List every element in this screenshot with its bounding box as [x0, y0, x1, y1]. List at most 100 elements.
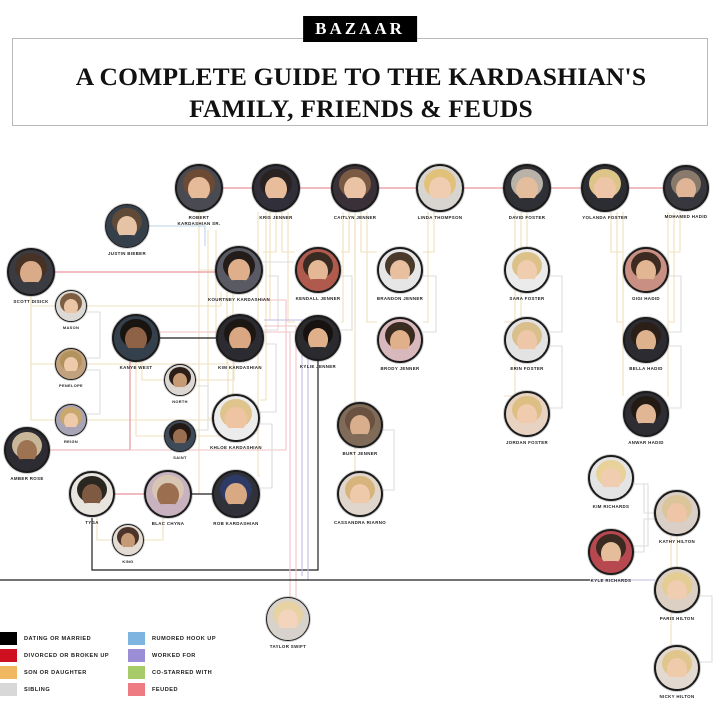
portrait-brody: [377, 317, 423, 363]
portrait-kris: [252, 164, 300, 212]
edge-linda-brody-child: [423, 212, 429, 323]
legend-label: RUMORED HOOK UP: [152, 635, 217, 642]
portrait-face: [349, 483, 371, 507]
person-node-paris[interactable]: PARIS HILTON: [654, 567, 700, 621]
person-node-taylor[interactable]: TAYLOR SWIFT: [266, 597, 310, 649]
portrait-face: [600, 541, 622, 565]
person-node-chyna[interactable]: BLAC CHYNA: [144, 470, 192, 526]
portrait-shoulders: [660, 677, 694, 689]
portrait-nicky: [654, 645, 700, 691]
portrait-face: [344, 177, 366, 202]
person-node-anwar[interactable]: ANWAR HADID: [623, 391, 669, 445]
edge-kim-khloe-sib: [260, 343, 277, 413]
person-label-kyler: KYLE RICHARDS: [590, 578, 632, 583]
person-node-robk[interactable]: ROB KARDASHIAN: [212, 470, 260, 526]
portrait-shoulders: [13, 281, 49, 294]
person-label-kris: KRIS JENNER: [259, 215, 293, 220]
person-node-linda[interactable]: LINDA THOMPSON: [416, 164, 464, 220]
legend-label: FEUDED: [152, 686, 178, 693]
person-node-kathy[interactable]: KATHY HILTON: [654, 490, 700, 544]
portrait-face: [228, 259, 250, 284]
person-node-caitlyn[interactable]: CAITLYN JENNER: [331, 164, 379, 220]
edge-caitlyn-kylie-child: [341, 212, 344, 323]
person-node-king[interactable]: KING: [112, 524, 144, 564]
person-node-kyler[interactable]: KYLE RICHARDS: [588, 529, 634, 583]
person-node-kanye[interactable]: KANYE WEST: [112, 314, 160, 370]
portrait-shoulders: [629, 423, 663, 435]
page-title: A COMPLETE GUIDE TO THE KARDASHIAN'S FAM…: [13, 61, 709, 124]
edge-brandon-brody-sib: [423, 275, 437, 333]
person-node-reign[interactable]: REIGN: [55, 404, 87, 444]
portrait-shoulders: [660, 522, 694, 534]
person-node-gigi[interactable]: GIGI HADID: [623, 247, 669, 301]
person-node-nicky[interactable]: NICKY HILTON: [654, 645, 700, 699]
person-node-kylie[interactable]: KYLIE JENNER: [295, 315, 341, 369]
person-label-kanye: KANYE WEST: [119, 365, 153, 370]
person-node-kim[interactable]: KIM KARDASHIAN: [216, 314, 264, 370]
page-title-line1: A COMPLETE GUIDE TO THE KARDASHIAN'S: [75, 62, 647, 91]
portrait-face: [349, 414, 371, 438]
person-node-mhadid[interactable]: MOHAMED HADID: [663, 165, 709, 219]
portrait-face: [225, 483, 247, 508]
person-node-tyga[interactable]: TYGA: [69, 471, 115, 525]
portrait-kendall: [295, 247, 341, 293]
portrait-shoulders: [510, 423, 544, 435]
portrait-shoulders: [218, 427, 254, 440]
person-node-yfoster[interactable]: YOLANDA FOSTER: [581, 164, 629, 220]
person-node-cassandra[interactable]: CASSANDRA RIARNO: [334, 471, 386, 525]
person-label-kendall: KENDALL JENNER: [295, 296, 341, 301]
person-node-brody[interactable]: BRODY JENNER: [377, 317, 423, 371]
person-node-mason[interactable]: MASON: [55, 290, 87, 330]
person-node-bieber[interactable]: JUSTIN BIEBER: [105, 204, 149, 256]
person-node-robert[interactable]: ROBERT KARDASHIAN SR.: [175, 164, 223, 226]
person-label-north: NORTH: [172, 399, 188, 404]
person-node-scott[interactable]: SCOTT DISICK: [7, 248, 55, 304]
person-node-burt[interactable]: BURT JENNER: [337, 402, 383, 456]
portrait-face: [265, 177, 287, 202]
person-node-bella[interactable]: BELLA HADID: [623, 317, 669, 371]
person-node-erin[interactable]: ERIN FOSTER: [504, 317, 550, 371]
portrait-face: [120, 532, 136, 549]
edge-kris-rob-child: [257, 212, 260, 477]
person-node-jordan[interactable]: JORDAN FOSTER: [504, 391, 550, 445]
person-node-kris[interactable]: KRIS JENNER: [252, 164, 300, 220]
edge-kourtney-penelope-child: [87, 292, 228, 365]
legend-item: RUMORED HOOK UP: [128, 632, 216, 645]
person-node-kendall[interactable]: KENDALL JENNER: [295, 247, 341, 301]
portrait-jordan: [504, 391, 550, 437]
legend-item: DATING OR MARRIED: [0, 632, 91, 645]
person-node-kimr[interactable]: KIM RICHARDS: [588, 455, 634, 509]
portrait-face: [63, 298, 79, 315]
legend-label: DATING OR MARRIED: [24, 635, 92, 642]
person-label-robert: ROBERT KARDASHIAN SR.: [177, 215, 221, 227]
portrait-shoulders: [629, 349, 663, 361]
person-node-penelope[interactable]: PENELOPE: [55, 348, 87, 388]
portrait-face: [63, 356, 79, 373]
edge-kris-kylie-child: [287, 212, 295, 323]
portrait-shoulders: [669, 197, 703, 209]
portrait-kim: [216, 314, 264, 362]
portrait-face: [157, 483, 179, 508]
portrait-face: [229, 327, 251, 352]
portrait-face: [666, 502, 688, 526]
portrait-kathy: [654, 490, 700, 536]
person-label-khloe: KHLOE KARDASHIAN: [210, 445, 262, 450]
person-node-saint[interactable]: SAINT: [164, 420, 196, 460]
person-node-sara[interactable]: SARA FOSTER: [504, 247, 550, 301]
portrait-dfoster: [503, 164, 551, 212]
portrait-shoulders: [271, 628, 305, 640]
portrait-shoulders: [383, 279, 417, 291]
edge-caitlyn-kendall-child: [341, 212, 350, 253]
portrait-shoulders: [383, 349, 417, 361]
person-node-dfoster[interactable]: DAVID FOSTER: [503, 164, 551, 220]
portrait-saint: [164, 420, 196, 452]
person-node-khloe[interactable]: KHLOE KARDASHIAN: [210, 394, 262, 450]
person-node-amber[interactable]: AMBER ROSE: [4, 427, 50, 481]
person-node-kourtney[interactable]: KOURTNEY KARDASHIAN: [208, 246, 270, 302]
edge-sara-erin-sib: [550, 275, 563, 333]
portrait-shoulders: [110, 235, 144, 247]
person-node-brandon[interactable]: BRANDON JENNER: [377, 247, 423, 301]
person-node-north[interactable]: NORTH: [164, 364, 196, 404]
